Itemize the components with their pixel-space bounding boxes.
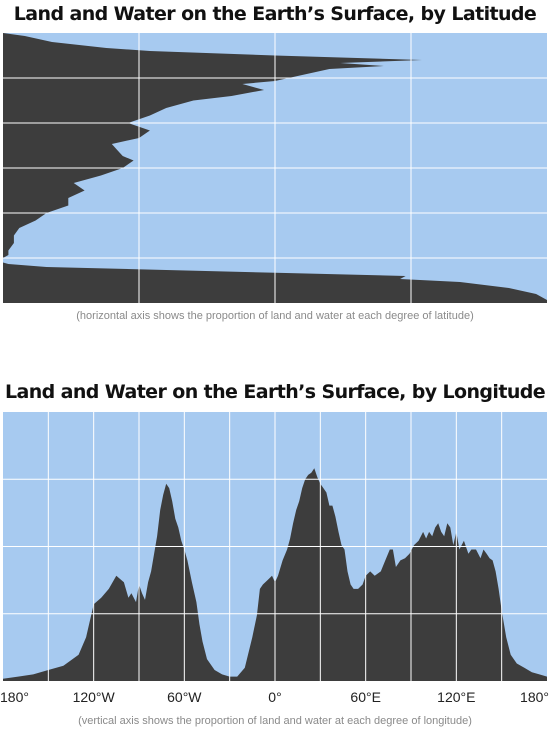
longitude-tick-label: 180° [0, 689, 29, 705]
longitude-chart-grid [3, 412, 547, 681]
longitude-chart-x-ticks: 180° 120°W 60°W 0° 60°E 120°E 180° [0, 689, 549, 705]
longitude-tick-label: 60°E [350, 689, 381, 705]
longitude-chart-title: Land and Water on the Earth’s Surface, b… [4, 381, 546, 403]
longitude-tick-label: 0° [268, 689, 281, 705]
longitude-chart-note: (vertical axis shows the proportion of l… [78, 715, 472, 727]
longitude-tick-label: 180° [520, 689, 549, 705]
longitude-tick-label: 120°W [73, 689, 116, 705]
latitude-chart-title: Land and Water on the Earth’s Surface, b… [13, 3, 537, 25]
longitude-tick-label: 60°W [167, 689, 202, 705]
latitude-chart-note: (horizontal axis shows the proportion of… [76, 310, 474, 322]
longitude-tick-label: 120°E [437, 689, 475, 705]
latitude-chart-grid [3, 33, 547, 303]
longitude-chart: 180° 120°W 60°W 0° 60°E 120°E 180° [0, 412, 549, 705]
latitude-chart [3, 33, 547, 303]
